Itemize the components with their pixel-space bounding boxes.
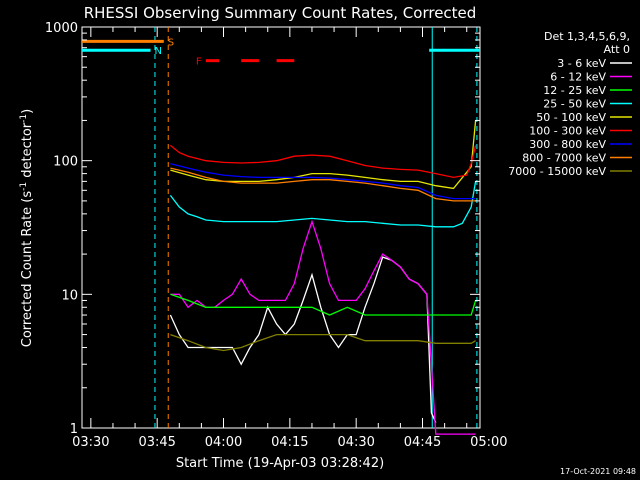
- legend-label: 6 - 12 keV: [550, 71, 606, 84]
- legend-label: 3 - 6 keV: [557, 57, 606, 70]
- flag-bars: SN F: [82, 37, 480, 68]
- legend-label: 7000 - 15000 keV: [508, 165, 606, 178]
- y-axis-label-sup: -1: [19, 182, 29, 191]
- y-axis-label-part: ): [20, 109, 35, 114]
- x-tick-label: 03:30: [72, 435, 109, 450]
- y-tick-label: 10: [61, 288, 78, 303]
- series-line: [170, 333, 476, 352]
- legend-label: 300 - 800 keV: [529, 138, 606, 151]
- series-line: [169, 181, 477, 228]
- y-axis-label-part: detector: [20, 122, 35, 182]
- y-axis-label: Corrected Count Rate (s-1 detector-1): [19, 109, 35, 347]
- y-axis-label-part: Corrected Count Rate (s: [20, 191, 35, 348]
- marker-lines: [154, 27, 478, 428]
- x-axis: 03:30 03:45 04:00 04:15 04:30 04:45 05:00: [72, 27, 508, 450]
- flag-label: F: [196, 57, 202, 68]
- chart-title: RHESSI Observing Summary Count Rates, Co…: [84, 4, 477, 22]
- series-line: [170, 167, 476, 202]
- legend-label: 800 - 7000 keV: [522, 152, 606, 165]
- series-group: [169, 120, 477, 435]
- plot-area: SN F 1 10 100 1000 03:30 03:45 04:00 04:15 04:30…: [45, 21, 508, 450]
- series-line: [170, 162, 476, 200]
- legend-header: Det 1,3,4,5,6,9,: [544, 30, 630, 43]
- legend-label: 12 - 25 keV: [543, 84, 606, 97]
- plot-frame: [81, 26, 481, 429]
- x-tick-label: 04:30: [337, 435, 374, 450]
- y-axis-label-sup: -1: [19, 114, 29, 123]
- x-tick-label: 04:00: [205, 435, 242, 450]
- flag-label: N: [155, 46, 162, 57]
- x-tick-label: 05:00: [470, 435, 507, 450]
- series-line: [169, 256, 437, 423]
- legend-label: 25 - 50 keV: [543, 98, 606, 111]
- flag-label: S: [168, 37, 174, 48]
- y-tick-label: 1: [70, 422, 78, 437]
- legend-header: Att 0: [604, 43, 630, 56]
- series-line: [170, 293, 477, 316]
- date-stamp: 17-Oct-2021 09:48: [560, 467, 636, 476]
- x-tick-label: 04:45: [404, 435, 441, 450]
- x-axis-label: Start Time (19-Apr-03 03:28:42): [176, 456, 384, 471]
- x-tick-label: 04:15: [271, 435, 308, 450]
- series-line: [170, 219, 476, 435]
- x-tick-label: 03:45: [138, 435, 175, 450]
- y-axis: 1 10 100 1000: [45, 21, 480, 437]
- y-tick-label: 1000: [45, 21, 78, 36]
- legend-label: 50 - 100 keV: [536, 111, 606, 124]
- series-line: [169, 144, 477, 179]
- y-tick-label: 100: [53, 155, 78, 170]
- legend-label: 100 - 300 keV: [529, 125, 606, 138]
